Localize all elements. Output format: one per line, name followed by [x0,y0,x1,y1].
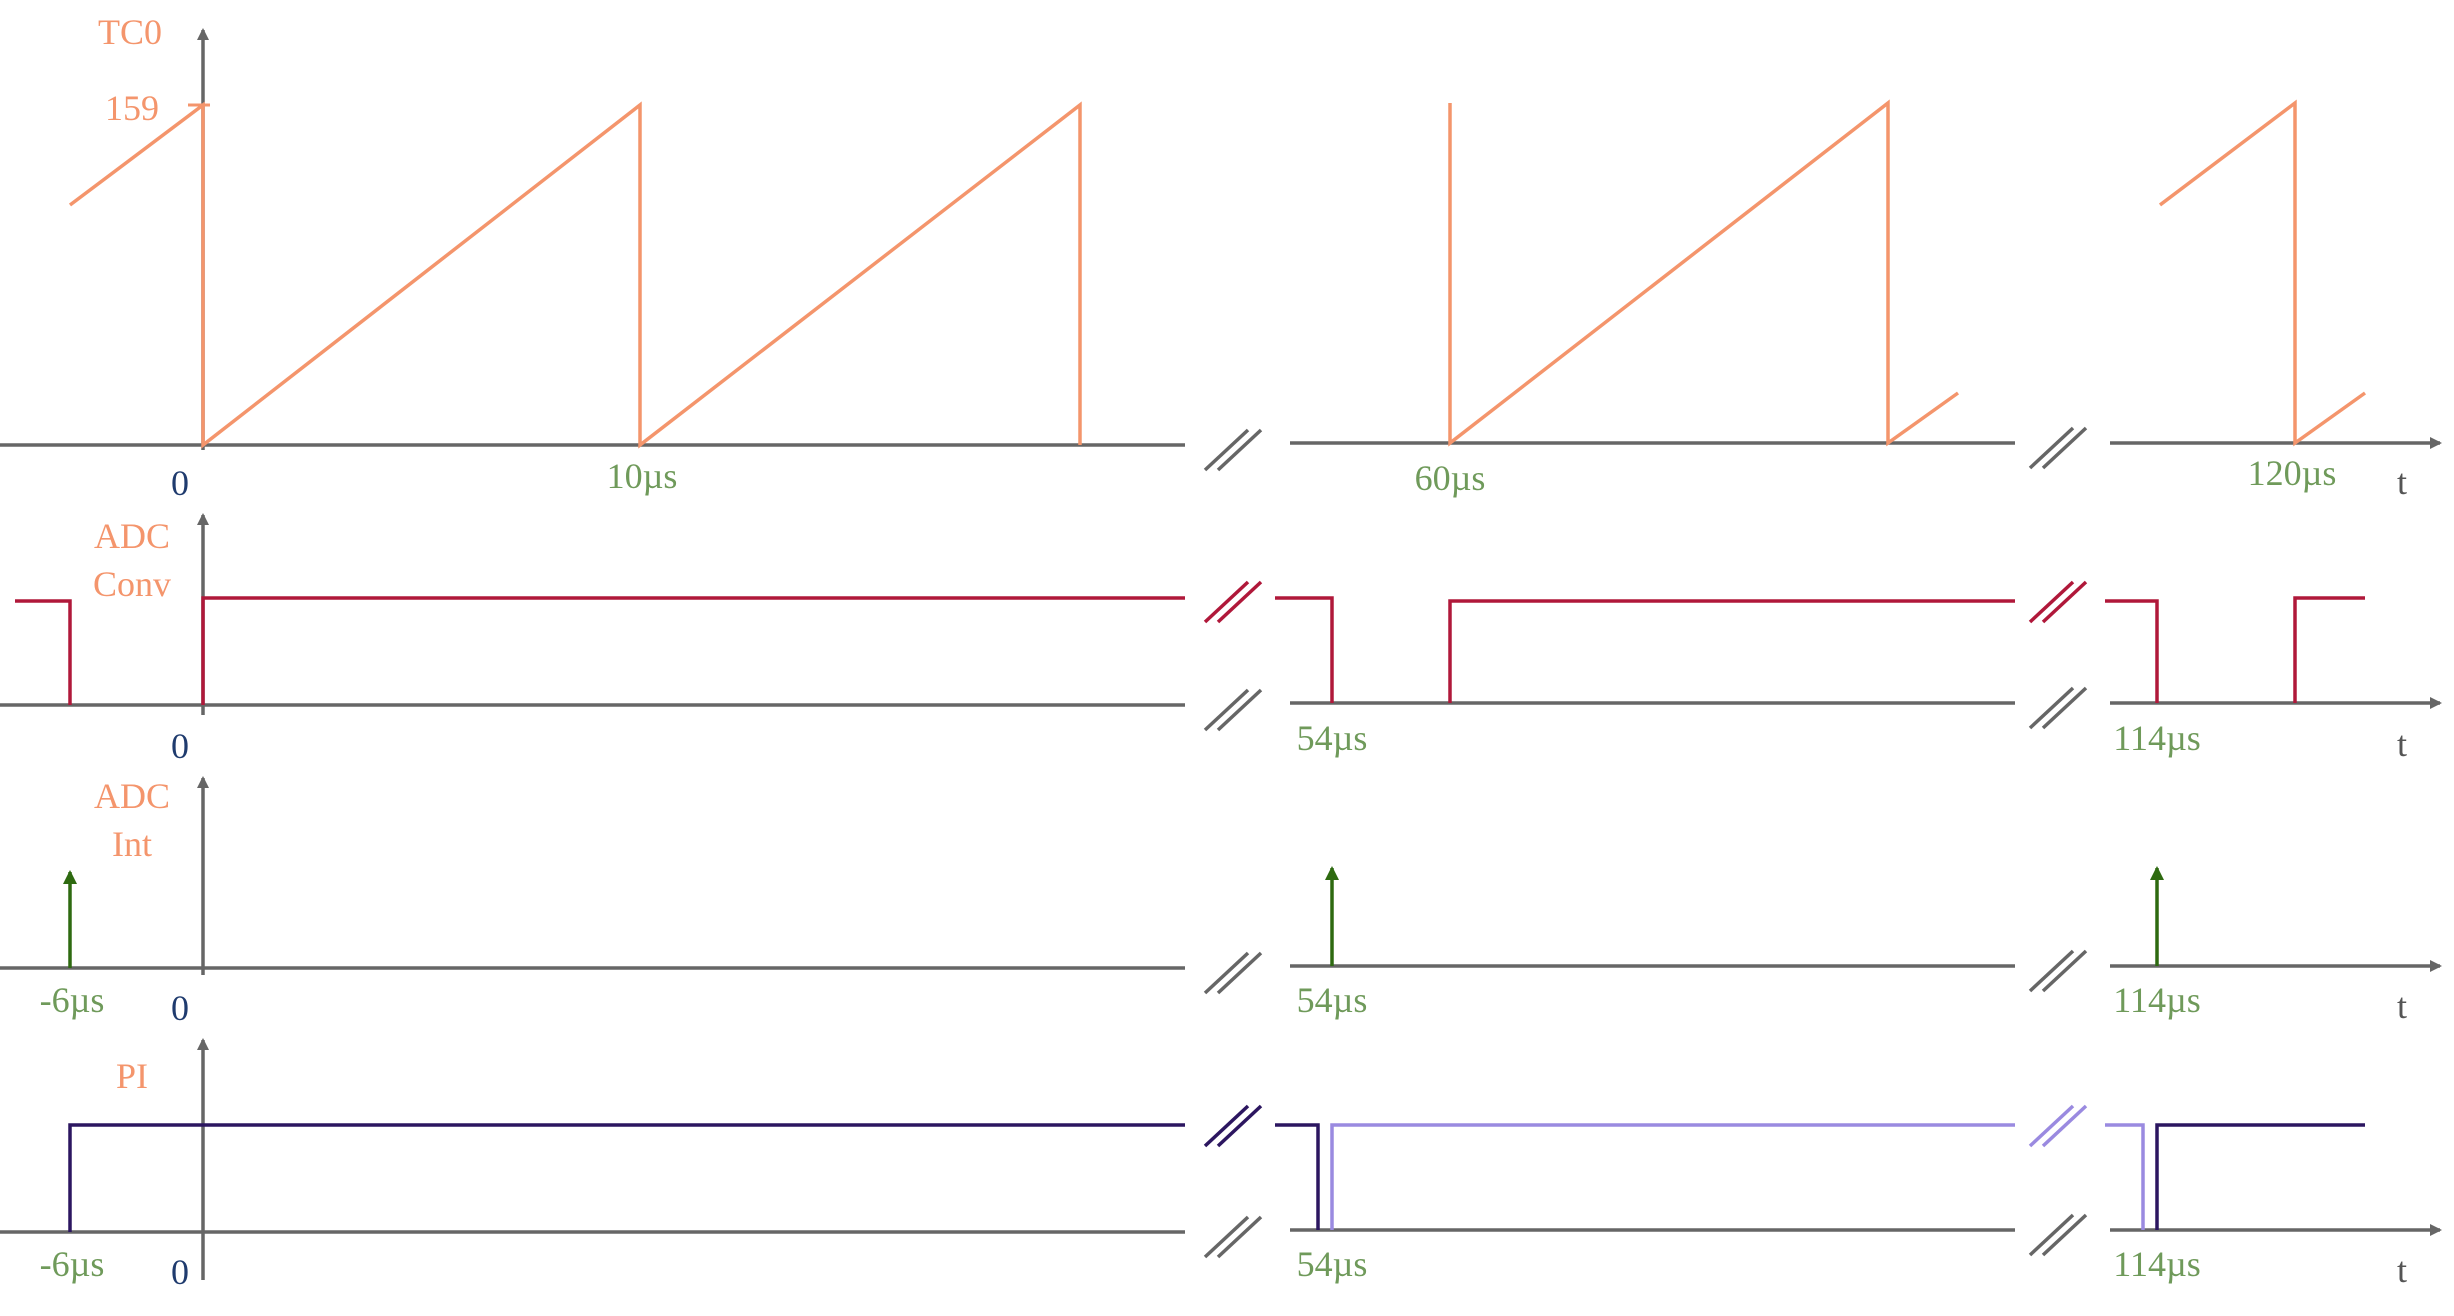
pi-signal-3 [1330,1123,2015,1230]
adc-int-name-label-line2: Int [112,824,152,864]
tc0-row: TC0 159 0 10µs 60µs 120µs t [0,12,2442,503]
adc-conv-time-label-114us: 114µs [2113,718,2200,758]
adc-conv-zero-label: 0 [171,726,189,766]
pi-signal-1 [68,1123,1185,1232]
adc-conv-signal-3 [1275,596,1334,703]
adc-conv-axis-break-1 [1203,688,1263,732]
pi-zero-label: 0 [171,1252,189,1292]
adc-conv-signal-6 [2293,596,2365,703]
pi-axis-break-1 [1203,1215,1263,1259]
adc-int-row: ADC Int 0 -6µs 54µs 114µs t [0,776,2442,1028]
adc-conv-row: ADC Conv 0 54µs 114µs t [0,513,2442,766]
adc-int-time-label-neg6us: -6µs [40,980,105,1020]
tc0-max-label: 159 [105,88,159,128]
pi-signal-break-1 [1203,1104,1263,1148]
adc-int-axis-break-1 [1203,951,1263,995]
adc-int-zero-label: 0 [171,988,189,1028]
pi-signal-4 [2105,1123,2145,1230]
pi-name-label: PI [116,1056,148,1096]
tc0-time-label-120us: 120µs [2248,453,2337,493]
adc-conv-time-label-54us: 54µs [1297,718,1368,758]
tc0-sawtooth-2 [1448,99,1960,447]
adc-int-name-label-line1: ADC [94,776,170,816]
tc0-zero-label: 0 [171,463,189,503]
tc0-time-label-10us: 10µs [607,456,678,496]
adc-conv-signal-break-2 [2028,580,2088,624]
pi-signal-5 [2155,1123,2365,1230]
tc0-axis-break-2 [2028,426,2088,470]
tc0-t-label: t [2397,462,2407,502]
adc-conv-name-label-line2: Conv [93,564,171,604]
pi-time-label-54us: 54µs [1297,1244,1368,1284]
pi-signal-break-2 [2028,1104,2088,1148]
adc-conv-axis-break-2 [2028,686,2088,730]
pi-row: PI 0 -6µs 54µs 114µs t [0,1038,2442,1292]
pi-t-label: t [2397,1250,2407,1290]
adc-int-axis-break-2 [2028,949,2088,993]
adc-conv-signal-4 [1448,599,2015,703]
adc-conv-name-label-line1: ADC [94,516,170,556]
tc0-axis-break-1 [1203,428,1263,472]
adc-int-time-label-114us: 114µs [2113,980,2200,1020]
adc-conv-signal-1 [15,599,72,705]
adc-int-t-label: t [2397,986,2407,1026]
pi-signal-2 [1275,1123,1320,1230]
tc0-name-label: TC0 [98,12,162,52]
tc0-time-label-60us: 60µs [1415,458,1486,498]
adc-conv-signal-2 [201,596,1185,705]
adc-conv-signal-break-1 [1203,580,1263,624]
tc0-sawtooth-1 [68,101,1082,449]
pi-axis-break-2 [2028,1213,2088,1257]
pi-time-label-neg6us: -6µs [40,1244,105,1284]
adc-conv-t-label: t [2397,724,2407,764]
pi-time-label-114us: 114µs [2113,1244,2200,1284]
tc0-sawtooth-3 [2158,99,2367,447]
adc-int-time-label-54us: 54µs [1297,980,1368,1020]
adc-conv-signal-5 [2105,599,2159,703]
